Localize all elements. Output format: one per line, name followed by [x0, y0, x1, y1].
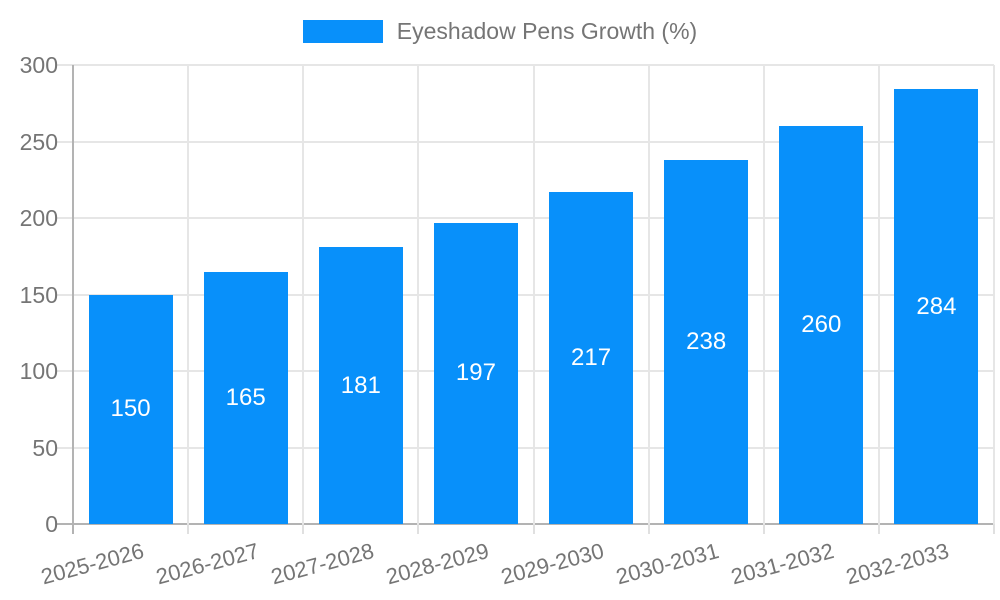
bar-value-label: 284 [916, 292, 957, 320]
bar[interactable] [664, 159, 749, 524]
legend-label: Eyeshadow Pens Growth (%) [396, 17, 698, 44]
y-tick-label: 300 [19, 52, 58, 78]
bar-value-label: 238 [686, 327, 727, 355]
y-gridline [57, 370, 994, 372]
x-axis-tick [417, 524, 420, 534]
x-axis-tick [993, 524, 995, 534]
y-gridline [57, 446, 994, 449]
bar-value-label: 150 [110, 395, 151, 423]
x-gridline [187, 65, 190, 524]
x-gridline [993, 65, 995, 524]
x-axis-tick [302, 524, 305, 534]
bar-value-label: 181 [340, 371, 381, 399]
x-axis-tick [877, 524, 880, 534]
x-axis-tick [532, 524, 535, 534]
y-gridline [57, 64, 994, 66]
y-tick-label: 150 [19, 281, 58, 308]
x-axis-tick [647, 524, 650, 534]
y-tick-label: 200 [19, 205, 58, 231]
x-gridline [417, 65, 420, 524]
bar[interactable] [779, 126, 864, 524]
x-gridline [877, 65, 880, 524]
legend-swatch-icon [302, 19, 383, 43]
y-gridline [57, 217, 994, 219]
y-gridline [57, 140, 994, 143]
bar[interactable] [88, 294, 173, 524]
bar[interactable] [203, 271, 288, 524]
x-gridline [762, 65, 765, 524]
bar-value-label: 165 [225, 383, 266, 411]
x-axis-tick [187, 524, 190, 534]
bar-value-label: 197 [455, 359, 496, 387]
bar[interactable] [894, 89, 979, 524]
bar[interactable] [318, 247, 403, 524]
x-gridline [647, 65, 650, 524]
y-tick-label: 250 [19, 128, 58, 155]
x-axis-line [57, 523, 994, 525]
bar[interactable] [433, 222, 518, 524]
x-gridline [302, 65, 305, 524]
x-axis-tick [762, 524, 765, 534]
legend: Eyeshadow Pens Growth (%) [0, 16, 1000, 46]
bar-value-label: 260 [801, 311, 842, 339]
x-gridline [532, 65, 535, 524]
y-tick-label: 100 [19, 358, 58, 384]
y-gridline [57, 293, 994, 296]
y-tick-label: 50 [32, 434, 58, 461]
y-axis-line [72, 65, 74, 534]
bar[interactable] [549, 191, 634, 524]
y-tick-label: 0 [45, 511, 58, 537]
bar-value-label: 217 [571, 343, 612, 371]
